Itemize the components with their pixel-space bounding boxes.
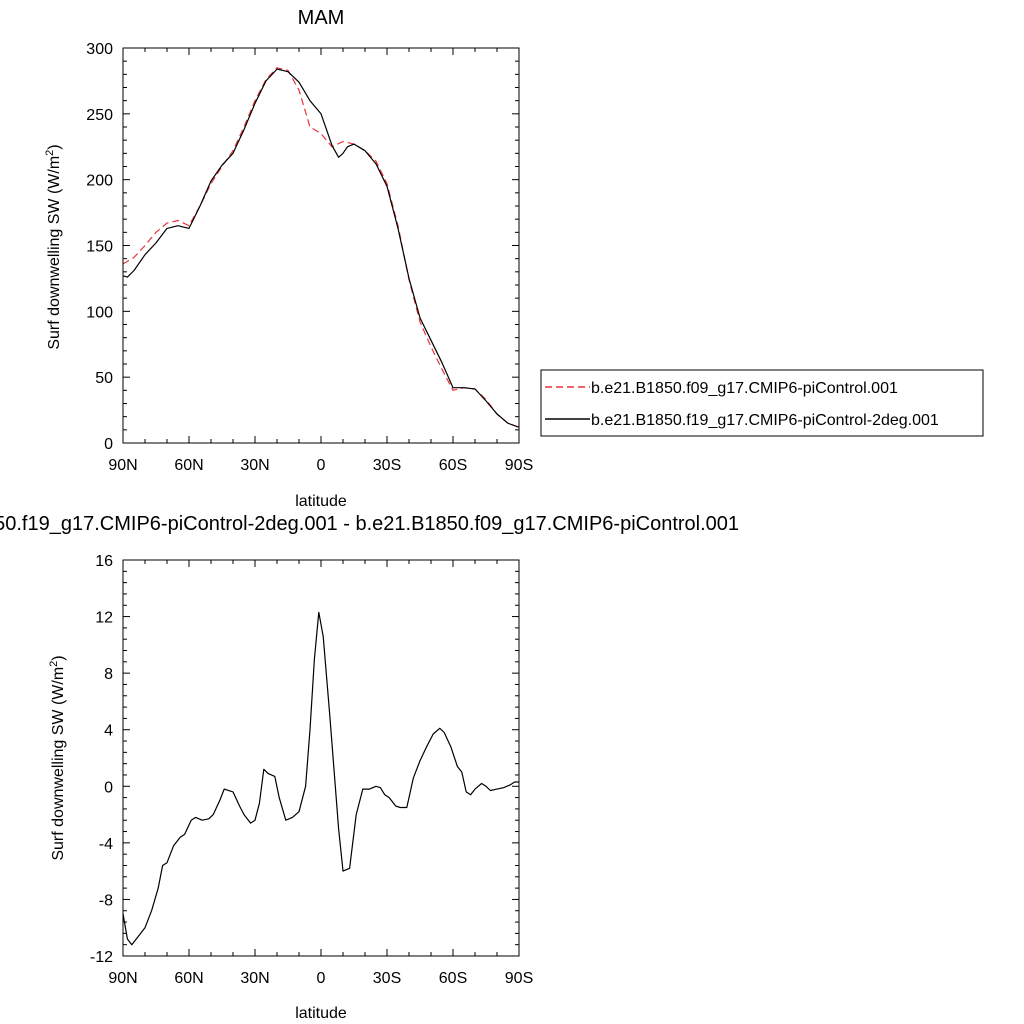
bottom-y-tick-label: 8 xyxy=(104,666,113,683)
bottom-y-tick-label: -4 xyxy=(99,836,113,853)
bottom-plot-frame xyxy=(122,559,520,957)
bottom-x-tick-label: 60S xyxy=(439,970,467,987)
bottom-x-tick-label: 30S xyxy=(373,970,401,987)
top-panel: MAM 90N 60N 30N 0 30S 60S 90S 0 50 100 150 200 250 30… xyxy=(44,7,533,510)
bottom-x-tick-label: 0 xyxy=(317,970,326,987)
top-y-tick-label: 0 xyxy=(104,436,113,453)
bottom-series-line-0 xyxy=(123,611,519,946)
legend-label-f19: b.e21.B1850.f19_g17.CMIP6-piControl-2deg… xyxy=(591,412,939,429)
top-x-tick-label: 30N xyxy=(240,457,269,474)
bottom-y-axis-label-sup: 2 xyxy=(48,661,60,667)
top-series-line-1 xyxy=(123,68,519,428)
top-y-axis-label-close: ) xyxy=(46,144,63,149)
bottom-panel: b.e21.B1850.f19_g17.CMIP6-piControl-2deg… xyxy=(0,513,739,1022)
top-y-tick-label: 250 xyxy=(86,107,113,124)
top-x-tick-label: 0 xyxy=(317,457,326,474)
bottom-y-tick-label: 4 xyxy=(104,723,113,740)
top-y-tick-label: 100 xyxy=(86,304,113,321)
top-x-tick-label: 60S xyxy=(439,457,467,474)
bottom-y-tick-label: -12 xyxy=(90,949,113,966)
bottom-panel-title: b.e21.B1850.f19_g17.CMIP6-piControl-2deg… xyxy=(0,513,739,535)
bottom-plot-area: 90N 60N 30N 0 30S 60S 90S -12 -8 -4 0 4 8 12 16 xyxy=(90,553,533,987)
legend-label-f09: b.e21.B1850.f09_g17.CMIP6-piControl.001 xyxy=(591,380,898,397)
top-x-tick-label: 90S xyxy=(505,457,533,474)
top-y-axis-label-sup: 2 xyxy=(44,150,56,156)
top-x-tick-label: 30S xyxy=(373,457,401,474)
top-x-axis-label: latitude xyxy=(295,493,347,510)
bottom-x-tick-label: 90N xyxy=(108,970,137,987)
top-y-tick-label: 150 xyxy=(86,239,113,256)
bottom-x-tick-label: 90S xyxy=(505,970,533,987)
bottom-x-tick-label: 30N xyxy=(240,970,269,987)
top-y-tick-label: 200 xyxy=(86,173,113,190)
bottom-y-tick-label: 0 xyxy=(104,779,113,796)
bottom-y-axis-label: Surf downwelling SW (W/m2) xyxy=(48,655,67,860)
bottom-y-axis-label-close: ) xyxy=(50,655,67,660)
bottom-y-tick-label: 16 xyxy=(95,553,113,570)
top-plot-frame xyxy=(122,47,520,444)
top-plot-area: 90N 60N 30N 0 30S 60S 90S 0 50 100 150 200 250 300 xyxy=(86,41,533,474)
top-x-tick-label: 90N xyxy=(108,457,137,474)
top-y-axis-label: Surf downwelling SW (W/m2) xyxy=(44,144,63,349)
top-x-tick-label: 60N xyxy=(174,457,203,474)
bottom-x-tick-label: 60N xyxy=(174,970,203,987)
legend: b.e21.B1850.f09_g17.CMIP6-piControl.001 … xyxy=(540,369,984,437)
bottom-x-axis-label: latitude xyxy=(295,1005,347,1022)
top-y-tick-label: 50 xyxy=(95,370,113,387)
bottom-y-tick-label: -8 xyxy=(99,892,113,909)
bottom-y-axis-label-main: Surf downwelling SW (W/m xyxy=(50,667,67,861)
bottom-y-tick-label: 12 xyxy=(95,610,113,627)
top-y-axis-label-main: Surf downwelling SW (W/m xyxy=(46,156,63,350)
top-y-tick-label: 300 xyxy=(86,41,113,58)
top-series-line-0 xyxy=(123,67,519,428)
top-panel-title: MAM xyxy=(298,7,345,29)
legend-box xyxy=(540,369,984,437)
